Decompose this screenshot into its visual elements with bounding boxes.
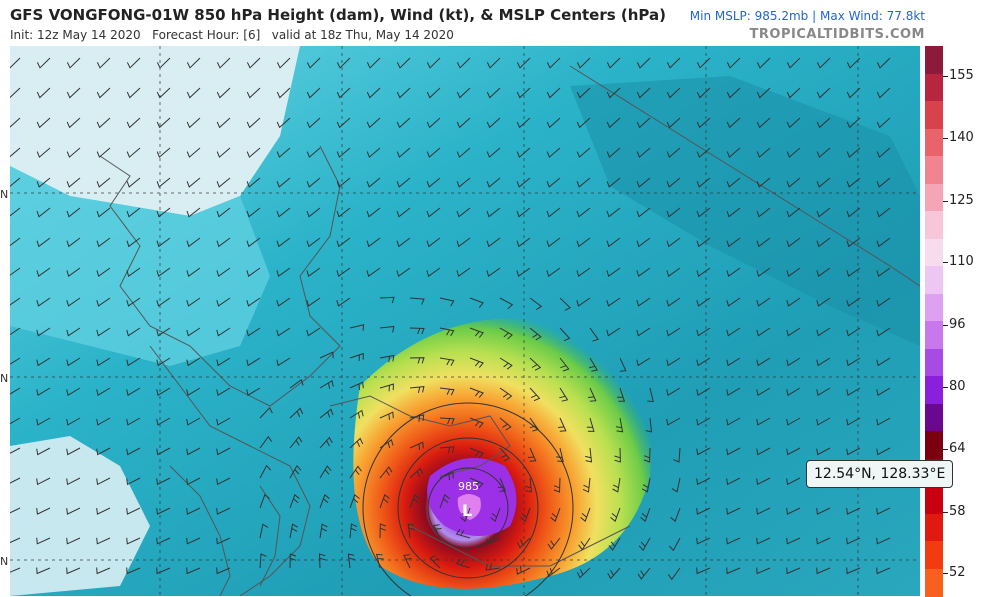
colorbar-swatch xyxy=(925,129,943,158)
weather-map[interactable]: 985 L xyxy=(10,46,920,596)
colorbar-label: 80 xyxy=(949,379,966,394)
colorbar-swatch xyxy=(925,321,943,350)
colorbar-label: 140 xyxy=(949,130,974,145)
colorbar-tick xyxy=(943,138,948,139)
min-mslp: Min MSLP: 985.2mb xyxy=(690,9,809,23)
colorbar-swatch xyxy=(925,404,943,433)
colorbar-tick xyxy=(943,325,948,326)
colorbar-label: 125 xyxy=(949,193,974,208)
lat-mark-bottom: N xyxy=(0,555,8,568)
colorbar-swatch xyxy=(925,294,943,323)
colorbar-swatch xyxy=(925,101,943,130)
forecast-hour: Forecast Hour: [6] xyxy=(152,28,260,42)
colorbar-tick xyxy=(943,201,948,202)
colorbar-label: 110 xyxy=(949,254,974,269)
colorbar-label: 58 xyxy=(949,504,966,519)
colorbar-swatch xyxy=(925,486,943,515)
colorbar-label: 155 xyxy=(949,68,974,83)
map-title: GFS VONGFONG-01W 850 hPa Height (dam), W… xyxy=(10,6,666,24)
colorbar-swatch xyxy=(925,74,943,103)
colorbar-tick xyxy=(943,573,948,574)
colorbar-swatch xyxy=(925,514,943,543)
colorbar-tick xyxy=(943,512,948,513)
colorbar-swatch xyxy=(925,431,943,460)
max-wind: Max Wind: 77.8kt xyxy=(820,9,925,23)
colorbar-label: 52 xyxy=(949,565,966,580)
colorbar-swatch xyxy=(925,349,943,378)
colorbar-swatch xyxy=(925,156,943,185)
colorbar-swatch xyxy=(925,46,943,75)
colorbar-tick xyxy=(943,449,948,450)
colorbar-swatch xyxy=(925,211,943,240)
stats-separator: | xyxy=(812,9,820,23)
colorbar-swatch xyxy=(925,266,943,295)
colorbar-swatch xyxy=(925,541,943,570)
init-time: Init: 12z May 14 2020 xyxy=(10,28,141,42)
storm-stats: Min MSLP: 985.2mb | Max Wind: 77.8kt xyxy=(690,9,925,23)
colorbar-tick xyxy=(943,387,948,388)
map-canvas[interactable]: 985 L xyxy=(10,46,920,596)
colorbar-swatch xyxy=(925,239,943,268)
run-info: Init: 12z May 14 2020 Forecast Hour: [6]… xyxy=(10,28,454,42)
valid-time: valid at 18z Thu, May 14 2020 xyxy=(272,28,454,42)
site-credit: TROPICALTIDBITS.COM xyxy=(750,27,925,42)
lat-mark-top: N xyxy=(0,188,8,201)
colorbar-tick xyxy=(943,76,948,77)
colorbar-swatch xyxy=(925,376,943,405)
lat-mark-middle: N xyxy=(0,372,8,385)
map-header: GFS VONGFONG-01W 850 hPa Height (dam), W… xyxy=(0,0,985,46)
mslp-center-value: 985 xyxy=(458,480,479,493)
colorbar-tick xyxy=(943,262,948,263)
colorbar-label: 96 xyxy=(949,317,966,332)
low-pressure-marker: L xyxy=(462,501,472,520)
coordinate-tooltip: 12.54°N, 128.33°E xyxy=(806,460,953,488)
colorbar-label: 64 xyxy=(949,441,966,456)
colorbar-swatch xyxy=(925,569,943,597)
wind-speed-colorbar: 155 140 125 110 96 80 64 58 52 xyxy=(925,46,985,596)
colorbar-swatch xyxy=(925,184,943,213)
